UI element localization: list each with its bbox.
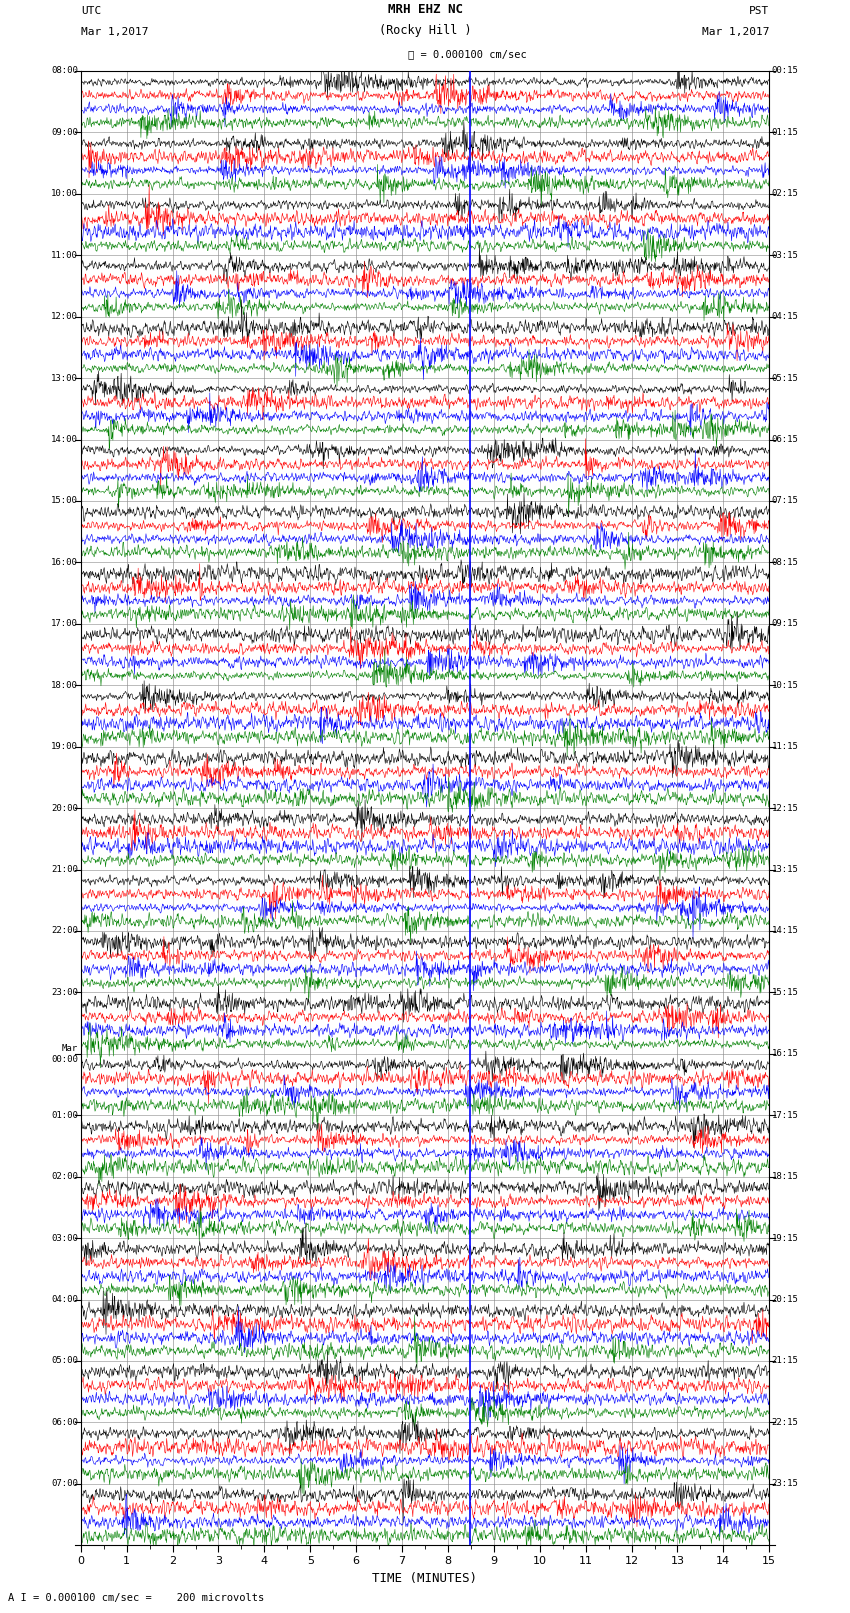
Text: 13:00: 13:00: [51, 374, 78, 382]
Text: 08:15: 08:15: [772, 558, 799, 566]
Text: 06:15: 06:15: [772, 436, 799, 444]
Text: 06:00: 06:00: [51, 1418, 78, 1428]
Text: 21:15: 21:15: [772, 1357, 799, 1366]
Text: 18:15: 18:15: [772, 1173, 799, 1181]
Text: 16:00: 16:00: [51, 558, 78, 566]
Text: 17:15: 17:15: [772, 1111, 799, 1119]
Text: 16:15: 16:15: [772, 1050, 799, 1058]
Text: 18:00: 18:00: [51, 681, 78, 690]
Text: 12:00: 12:00: [51, 313, 78, 321]
Text: 11:15: 11:15: [772, 742, 799, 752]
Text: UTC: UTC: [81, 6, 101, 16]
Text: 21:00: 21:00: [51, 865, 78, 874]
Text: 22:00: 22:00: [51, 926, 78, 936]
Text: 02:15: 02:15: [772, 189, 799, 198]
Text: 23:00: 23:00: [51, 987, 78, 997]
Text: Mar 1,2017: Mar 1,2017: [81, 27, 148, 37]
Text: 05:00: 05:00: [51, 1357, 78, 1366]
Text: 19:15: 19:15: [772, 1234, 799, 1242]
Text: 07:15: 07:15: [772, 497, 799, 505]
Text: 23:15: 23:15: [772, 1479, 799, 1489]
Text: 03:15: 03:15: [772, 250, 799, 260]
Text: (Rocky Hill ): (Rocky Hill ): [379, 24, 471, 37]
Text: 05:15: 05:15: [772, 374, 799, 382]
Text: 08:00: 08:00: [51, 66, 78, 76]
Text: 09:15: 09:15: [772, 619, 799, 629]
Text: 09:00: 09:00: [51, 127, 78, 137]
Text: 17:00: 17:00: [51, 619, 78, 629]
Text: 13:15: 13:15: [772, 865, 799, 874]
Text: 14:15: 14:15: [772, 926, 799, 936]
Text: 03:00: 03:00: [51, 1234, 78, 1242]
Text: PST: PST: [749, 6, 769, 16]
Text: 02:00: 02:00: [51, 1173, 78, 1181]
Text: ⎸ = 0.000100 cm/sec: ⎸ = 0.000100 cm/sec: [408, 48, 527, 58]
Text: MRH EHZ NC: MRH EHZ NC: [388, 3, 462, 16]
Text: 15:00: 15:00: [51, 497, 78, 505]
Text: 20:00: 20:00: [51, 803, 78, 813]
Text: 04:15: 04:15: [772, 313, 799, 321]
Text: 04:00: 04:00: [51, 1295, 78, 1303]
Text: 01:15: 01:15: [772, 127, 799, 137]
Text: Mar
00:00: Mar 00:00: [51, 1044, 78, 1063]
Text: 22:15: 22:15: [772, 1418, 799, 1428]
Text: 15:15: 15:15: [772, 987, 799, 997]
Text: 19:00: 19:00: [51, 742, 78, 752]
Text: A I = 0.000100 cm/sec =    200 microvolts: A I = 0.000100 cm/sec = 200 microvolts: [8, 1594, 264, 1603]
Text: 20:15: 20:15: [772, 1295, 799, 1303]
Text: 12:15: 12:15: [772, 803, 799, 813]
Text: 10:15: 10:15: [772, 681, 799, 690]
Text: 07:00: 07:00: [51, 1479, 78, 1489]
X-axis label: TIME (MINUTES): TIME (MINUTES): [372, 1573, 478, 1586]
Text: 01:00: 01:00: [51, 1111, 78, 1119]
Text: 14:00: 14:00: [51, 436, 78, 444]
Text: 10:00: 10:00: [51, 189, 78, 198]
Text: 11:00: 11:00: [51, 250, 78, 260]
Text: 00:15: 00:15: [772, 66, 799, 76]
Text: Mar 1,2017: Mar 1,2017: [702, 27, 769, 37]
